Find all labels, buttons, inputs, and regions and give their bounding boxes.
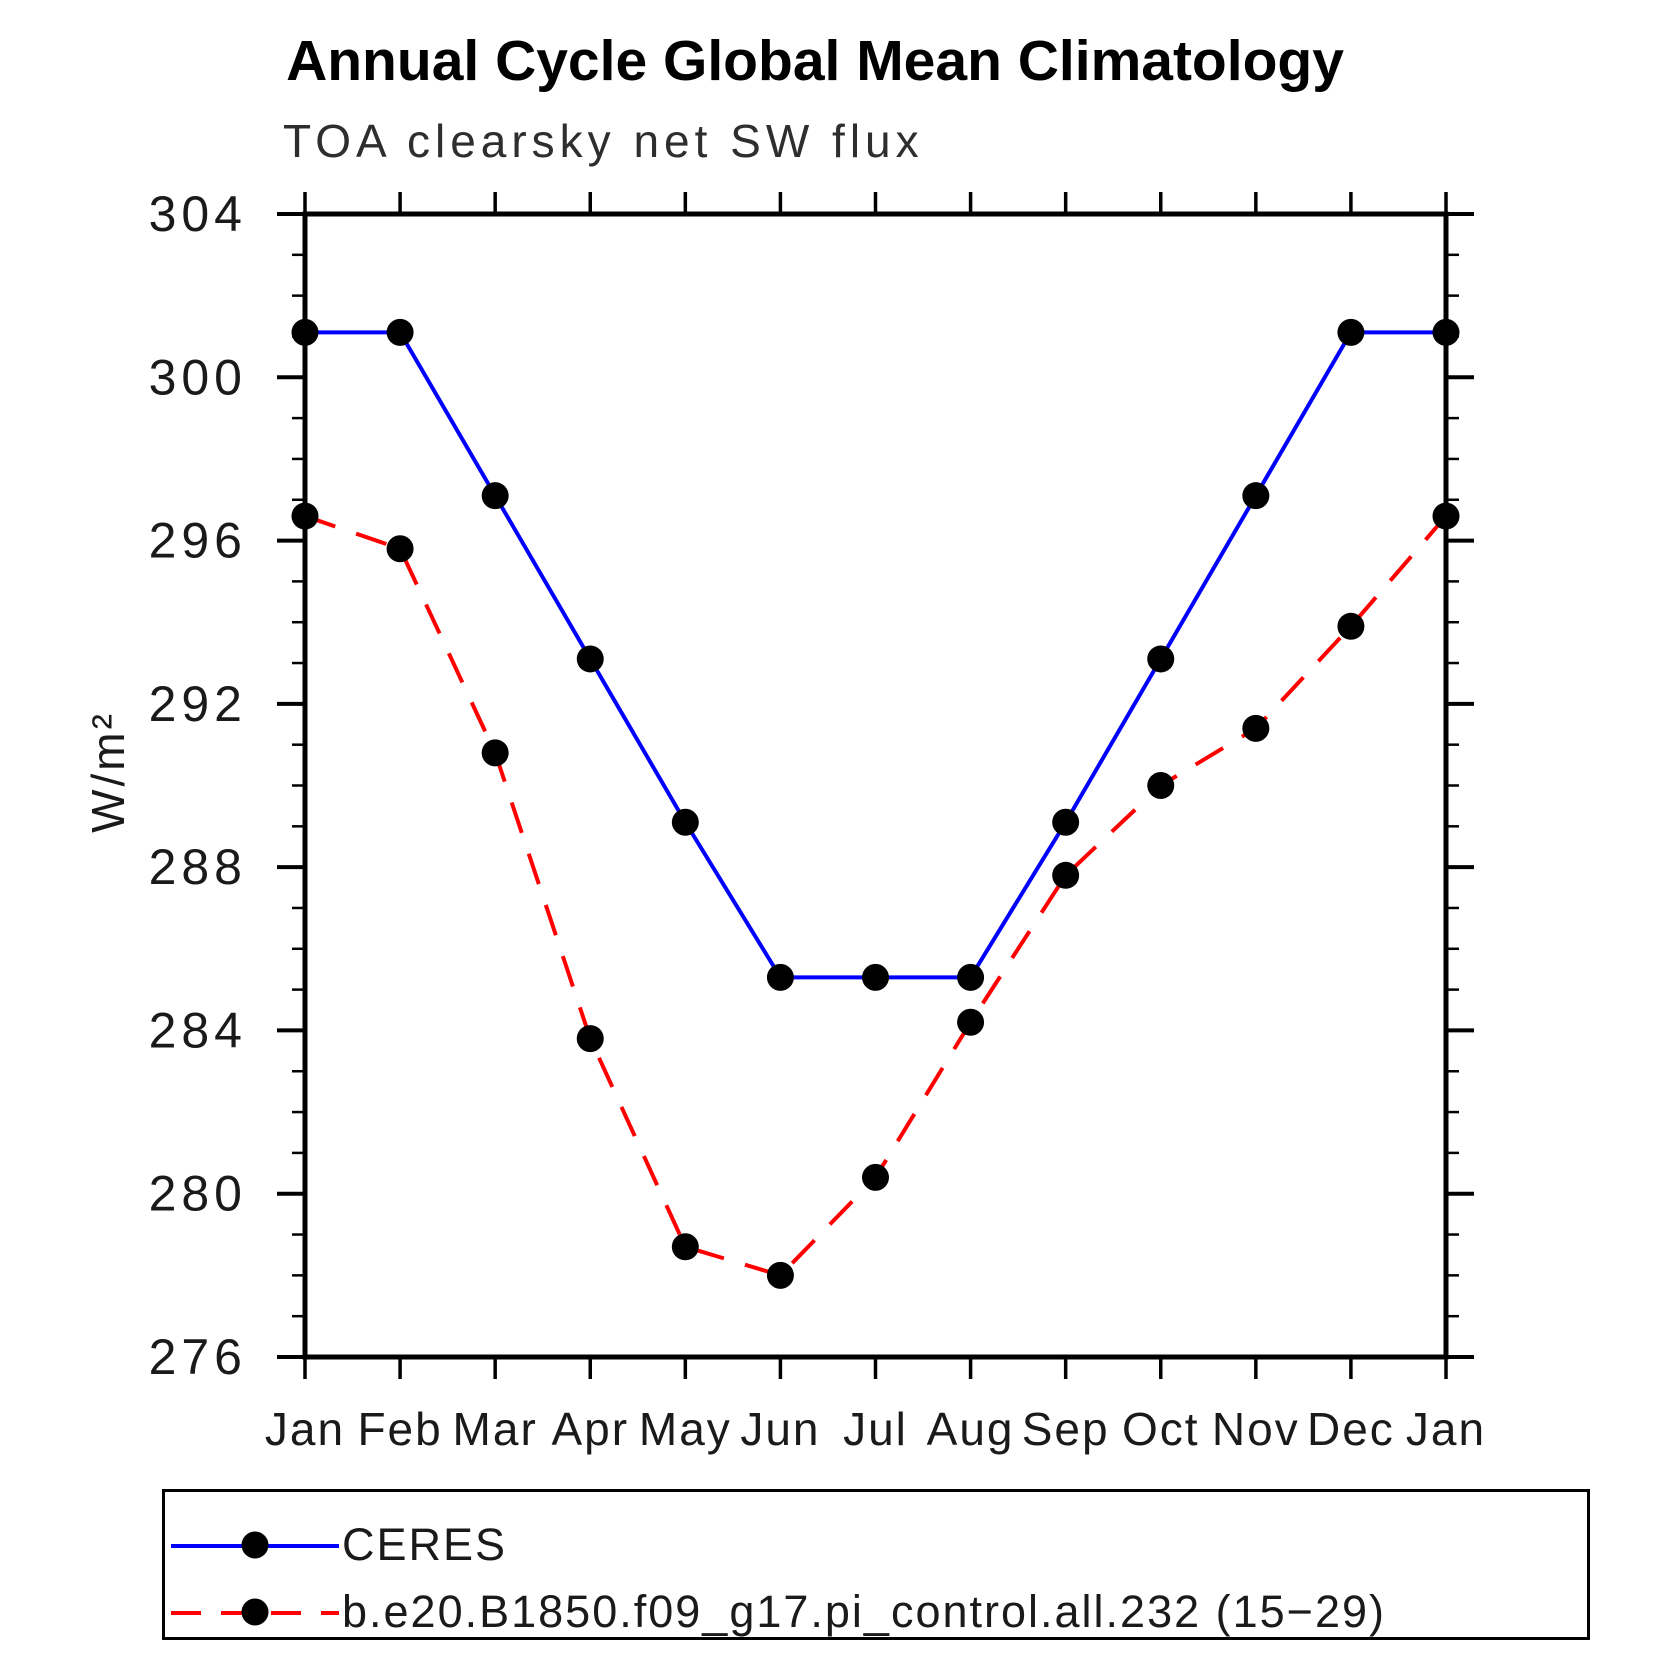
data-point-marker [766, 963, 794, 991]
x-tick-label: Feb [357, 1403, 442, 1455]
y-tick-label: 284 [149, 1002, 247, 1058]
legend-entry-model: b.e20.B1850.f09_g17.pi_control.all.232 (… [171, 1586, 1386, 1638]
chart-subtitle: TOA clearsky net SW flux [283, 115, 924, 167]
series-ceres [291, 318, 1460, 991]
data-point-marker [1242, 714, 1270, 742]
data-point-marker [1432, 318, 1460, 346]
x-tick-label: Jul [843, 1403, 908, 1455]
data-point-marker [1052, 808, 1080, 836]
x-tick-label: May [639, 1403, 732, 1455]
y-tick-label: 300 [149, 349, 247, 405]
data-point-marker [291, 318, 319, 346]
y-tick-label: 288 [149, 839, 247, 895]
marker-dot-icon [241, 1531, 269, 1559]
data-point-marker [1337, 612, 1365, 640]
y-tick-label: 304 [149, 186, 247, 242]
data-point-marker [386, 318, 414, 346]
y-tick-label: 280 [149, 1166, 247, 1222]
data-point-marker [957, 1008, 985, 1036]
data-point-marker [1052, 861, 1080, 889]
data-point-marker [576, 1025, 604, 1053]
data-point-marker [576, 645, 604, 673]
x-tick-label: Oct [1122, 1403, 1200, 1455]
legend-entry-ceres: CERES [171, 1519, 507, 1571]
x-tick-label: Jan [265, 1403, 345, 1455]
data-point-marker [766, 1261, 794, 1289]
data-point-marker [1242, 482, 1270, 510]
y-axis-tick-labels: 276 280 284 288 292 296 300 304 [149, 186, 247, 1385]
legend: CERES b.e20.B1850.f09_g17.pi_control.all… [162, 1489, 1590, 1640]
data-point-marker [1147, 645, 1175, 673]
x-tick-label: Mar [453, 1403, 538, 1455]
data-point-marker [1147, 772, 1175, 799]
y-tick-label: 296 [149, 513, 247, 569]
data-point-marker [862, 963, 889, 991]
data-point-marker [481, 739, 509, 767]
y-axis-major-ticks [277, 212, 1474, 1359]
series-line [304, 514, 1448, 1278]
y-tick-label: 292 [149, 676, 247, 732]
marker-dot-icon [241, 1598, 269, 1626]
data-point-marker [1337, 318, 1365, 346]
legend-line-sample-model [171, 1598, 339, 1626]
x-tick-label: Aug [927, 1403, 1015, 1455]
x-tick-label: Jun [740, 1403, 820, 1455]
plot-frame [302, 211, 1449, 1360]
y-tick-label: 276 [149, 1329, 247, 1385]
data-point-marker [386, 535, 414, 563]
data-point-marker [291, 502, 319, 530]
x-axis-tick-labels: Jan Feb Mar Apr May Jun Jul Aug Sep Oct Nov Dec Jan [265, 1403, 1486, 1455]
data-point-marker [481, 482, 509, 510]
data-point-marker [671, 1233, 699, 1261]
data-point-marker [671, 808, 699, 836]
series-model [291, 502, 1460, 1289]
data-point-marker [862, 1163, 889, 1191]
y-axis-minor-ticks [292, 253, 1459, 1318]
legend-label-model: b.e20.B1850.f09_g17.pi_control.all.232 (… [342, 1586, 1386, 1637]
x-axis-ticks [303, 192, 1448, 1379]
legend-label-ceres: CERES [342, 1519, 508, 1570]
legend-line-sample-ceres [171, 1531, 339, 1559]
data-point-marker [957, 963, 985, 991]
x-tick-label: Sep [1022, 1403, 1110, 1455]
x-tick-label: Apr [551, 1403, 629, 1455]
x-tick-label: Dec [1307, 1403, 1395, 1455]
x-tick-label: Nov [1212, 1403, 1300, 1455]
chart-title: Annual Cycle Global Mean Climatology [286, 29, 1344, 93]
data-point-marker [1432, 502, 1460, 530]
series-line [305, 330, 1446, 980]
x-tick-label: Jan [1406, 1403, 1486, 1455]
